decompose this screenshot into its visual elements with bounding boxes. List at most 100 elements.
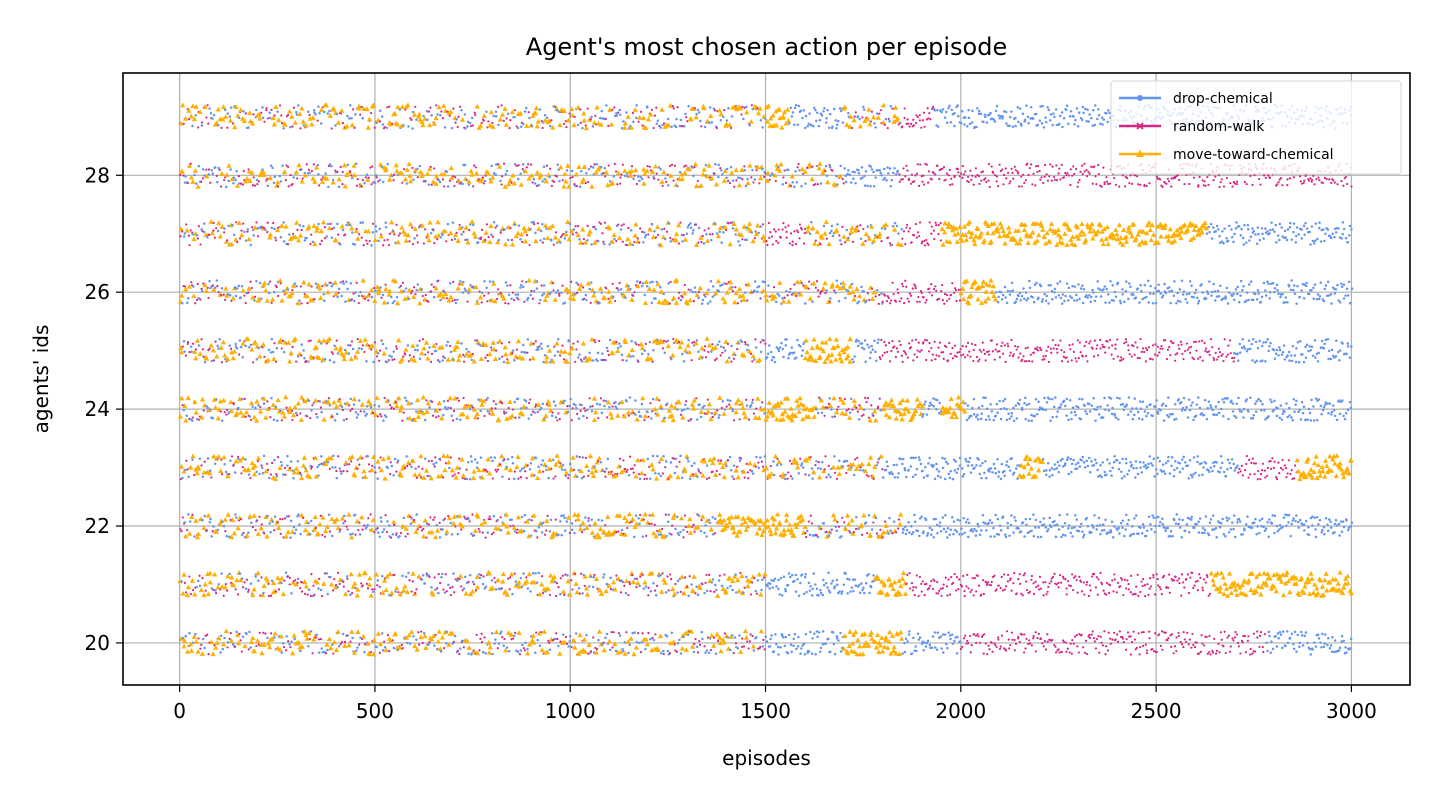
drop-chemical-point bbox=[577, 468, 581, 472]
random-walk-point bbox=[1076, 645, 1079, 648]
drop-chemical-point bbox=[1187, 477, 1190, 480]
drop-chemical-point bbox=[338, 530, 341, 533]
drop-chemical-point bbox=[1083, 466, 1087, 469]
random-walk-point bbox=[809, 455, 812, 459]
random-walk-point bbox=[193, 474, 196, 477]
random-walk-point bbox=[1097, 635, 1100, 638]
move-toward-chemical-point bbox=[410, 570, 416, 576]
random-walk-point bbox=[481, 531, 484, 534]
drop-chemical-point bbox=[289, 536, 292, 539]
random-walk-point bbox=[1182, 581, 1185, 584]
drop-chemical-point bbox=[506, 457, 510, 461]
random-walk-point bbox=[589, 650, 593, 653]
random-walk-point bbox=[1198, 573, 1201, 576]
random-walk-point bbox=[596, 587, 599, 590]
drop-chemical-point bbox=[864, 582, 868, 585]
drop-chemical-point bbox=[1197, 520, 1200, 523]
drop-chemical-point bbox=[494, 638, 497, 641]
drop-chemical-point bbox=[1055, 415, 1058, 419]
drop-chemical-point bbox=[831, 631, 835, 634]
move-toward-chemical-point bbox=[657, 633, 664, 639]
random-walk-point bbox=[629, 455, 632, 458]
drop-chemical-point bbox=[651, 397, 655, 401]
random-walk-point bbox=[1249, 647, 1252, 651]
drop-chemical-point bbox=[549, 518, 553, 522]
drop-chemical-point bbox=[808, 533, 812, 537]
drop-chemical-point bbox=[988, 418, 991, 421]
drop-chemical-point bbox=[381, 574, 384, 578]
drop-chemical-point bbox=[1237, 396, 1240, 400]
drop-chemical-point bbox=[560, 514, 563, 518]
drop-chemical-point bbox=[1240, 410, 1243, 413]
move-toward-chemical-point bbox=[1278, 578, 1285, 584]
random-walk-point bbox=[864, 396, 867, 399]
random-walk-point bbox=[1125, 638, 1128, 641]
random-walk-point bbox=[1237, 471, 1240, 474]
move-toward-chemical-point bbox=[541, 628, 547, 634]
drop-chemical-point bbox=[1330, 650, 1334, 653]
drop-chemical-point bbox=[537, 465, 540, 469]
drop-chemical-point bbox=[779, 463, 783, 466]
drop-chemical-point bbox=[516, 397, 520, 400]
drop-chemical-point bbox=[1180, 409, 1184, 412]
drop-chemical-point bbox=[660, 407, 663, 411]
move-toward-chemical-point bbox=[524, 518, 530, 524]
random-walk-point bbox=[1157, 584, 1160, 587]
move-toward-chemical-point bbox=[526, 571, 532, 577]
drop-chemical-point bbox=[650, 417, 653, 420]
drop-chemical-point bbox=[327, 513, 331, 517]
move-toward-chemical-point bbox=[393, 585, 400, 591]
move-toward-chemical-point bbox=[1340, 590, 1346, 596]
drop-chemical-point bbox=[868, 591, 871, 595]
random-walk-point bbox=[451, 474, 454, 478]
drop-chemical-point bbox=[456, 579, 459, 582]
drop-chemical-point bbox=[765, 640, 769, 643]
drop-chemical-point bbox=[1190, 515, 1194, 519]
drop-chemical-point bbox=[1085, 516, 1088, 520]
drop-chemical-point bbox=[990, 521, 994, 525]
random-walk-point bbox=[1012, 582, 1015, 585]
move-toward-chemical-point bbox=[896, 651, 903, 657]
random-walk-point bbox=[573, 468, 576, 471]
drop-chemical-point bbox=[1078, 397, 1081, 401]
drop-chemical-point bbox=[1159, 408, 1162, 412]
random-walk-point bbox=[661, 527, 664, 531]
random-walk-point bbox=[376, 527, 379, 530]
drop-chemical-point bbox=[1115, 458, 1119, 462]
move-toward-chemical-point bbox=[865, 642, 872, 648]
move-toward-chemical-point bbox=[404, 589, 410, 595]
drop-chemical-point bbox=[821, 460, 824, 464]
random-walk-point bbox=[1054, 651, 1058, 654]
random-walk-point bbox=[311, 652, 314, 655]
move-toward-chemical-point bbox=[629, 570, 635, 576]
drop-chemical-point bbox=[507, 649, 511, 653]
random-walk-point bbox=[597, 460, 600, 463]
drop-chemical-point bbox=[1342, 639, 1345, 643]
drop-chemical-point bbox=[293, 637, 296, 641]
drop-chemical-point bbox=[799, 581, 802, 585]
drop-chemical-point bbox=[1203, 531, 1206, 535]
move-toward-chemical-point bbox=[272, 630, 278, 636]
random-walk-point bbox=[1240, 464, 1243, 467]
move-toward-chemical-point bbox=[299, 475, 305, 481]
drop-chemical-point bbox=[551, 458, 555, 462]
random-walk-point bbox=[299, 471, 302, 474]
random-walk-point bbox=[915, 574, 918, 577]
move-toward-chemical-point bbox=[436, 400, 442, 406]
random-walk-point bbox=[948, 593, 952, 596]
drop-chemical-point bbox=[410, 465, 413, 469]
drop-chemical-point bbox=[789, 575, 792, 579]
random-walk-point bbox=[1239, 652, 1242, 655]
drop-chemical-point bbox=[735, 591, 738, 594]
move-toward-chemical-point bbox=[643, 636, 649, 642]
drop-chemical-point bbox=[966, 518, 969, 521]
drop-chemical-point bbox=[577, 417, 581, 420]
random-walk-point bbox=[1251, 652, 1254, 655]
drop-chemical-point bbox=[687, 459, 690, 463]
drop-chemical-point bbox=[699, 415, 703, 419]
drop-chemical-point bbox=[1034, 526, 1037, 529]
move-toward-chemical-point bbox=[876, 649, 882, 655]
drop-chemical-point bbox=[976, 418, 980, 421]
move-toward-chemical-point bbox=[331, 639, 338, 645]
drop-chemical-point bbox=[1063, 521, 1067, 525]
